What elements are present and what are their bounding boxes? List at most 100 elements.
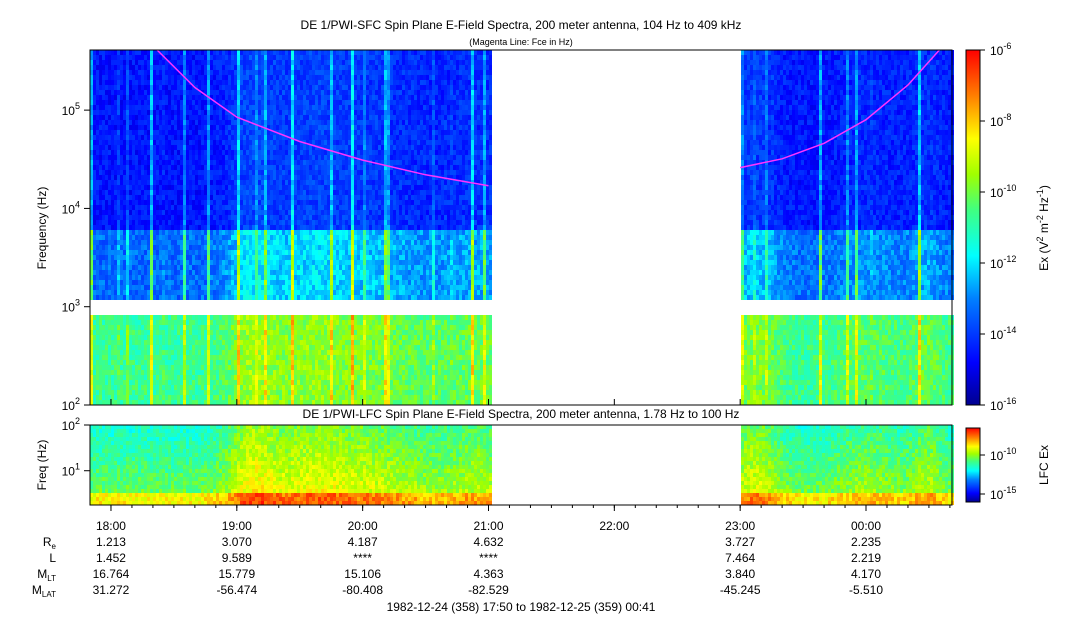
sfc-pixel <box>144 110 147 115</box>
sfc-pixel <box>267 270 270 275</box>
sfc-pixel <box>261 245 264 250</box>
sfc-pixel <box>174 370 177 375</box>
sfc-pixel <box>195 80 198 85</box>
sfc-pixel <box>267 55 270 60</box>
sfc-pixel <box>282 335 285 340</box>
sfc-pixel <box>216 55 219 60</box>
sfc-pixel <box>297 145 300 150</box>
sfc-pixel <box>183 60 186 65</box>
sfc-pixel <box>183 70 186 75</box>
sfc-pixel <box>123 400 126 405</box>
sfc-pixel <box>285 330 288 335</box>
sfc-pixel <box>165 280 168 285</box>
sfc-pixel <box>285 240 288 245</box>
sfc-pixel <box>123 205 126 210</box>
sfc-pixel <box>285 220 288 225</box>
sfc-pixel <box>249 60 252 65</box>
sfc-pixel <box>93 255 96 260</box>
sfc-pixel <box>243 260 246 265</box>
sfc-pixel <box>237 255 240 260</box>
sfc-pixel <box>156 60 159 65</box>
sfc-pixel <box>279 265 282 270</box>
sfc-pixel <box>210 65 213 70</box>
sfc-pixel <box>168 210 171 215</box>
sfc-pixel <box>117 130 120 135</box>
sfc-pixel <box>189 155 192 160</box>
sfc-pixel <box>111 380 114 385</box>
sfc-pixel <box>156 50 159 55</box>
sfc-pixel <box>300 205 303 210</box>
sfc-pixel <box>198 130 201 135</box>
sfc-pixel <box>294 365 297 370</box>
sfc-pixel <box>246 65 249 70</box>
sfc-pixel <box>99 80 102 85</box>
sfc-pixel <box>105 270 108 275</box>
sfc-pixel <box>153 280 156 285</box>
sfc-pixel <box>267 175 270 180</box>
sfc-pixel <box>240 100 243 105</box>
sfc-pixel <box>252 220 255 225</box>
sfc-pixel <box>123 260 126 265</box>
sfc-pixel <box>186 190 189 195</box>
sfc-pixel <box>288 185 291 190</box>
sfc-pixel <box>252 190 255 195</box>
sfc-pixel <box>108 110 111 115</box>
sfc-pixel <box>201 205 204 210</box>
sfc-pixel <box>138 255 141 260</box>
sfc-pixel <box>120 335 123 340</box>
sfc-pixel <box>234 250 237 255</box>
sfc-pixel <box>192 230 195 235</box>
sfc-pixel <box>108 210 111 215</box>
sfc-pixel <box>150 270 153 275</box>
sfc-pixel <box>282 55 285 60</box>
sfc-pixel <box>201 160 204 165</box>
sfc-pixel <box>297 60 300 65</box>
sfc-pixel <box>174 140 177 145</box>
sfc-pixel <box>309 70 312 75</box>
sfc-pixel <box>114 90 117 95</box>
sfc-pixel <box>309 150 312 155</box>
sfc-pixel <box>294 270 297 275</box>
sfc-pixel <box>144 220 147 225</box>
sfc-pixel <box>201 125 204 130</box>
sfc-pixel <box>231 245 234 250</box>
sfc-pixel <box>171 270 174 275</box>
sfc-pixel <box>231 250 234 255</box>
sfc-pixel <box>240 215 243 220</box>
sfc-pixel <box>219 350 222 355</box>
sfc-pixel <box>264 140 267 145</box>
sfc-pixel <box>162 365 165 370</box>
sfc-pixel <box>264 240 267 245</box>
sfc-pixel <box>192 395 195 400</box>
sfc-pixel <box>291 325 294 330</box>
sfc-pixel <box>213 350 216 355</box>
sfc-pixel <box>204 360 207 365</box>
sfc-pixel <box>180 100 183 105</box>
sfc-pixel <box>159 120 162 125</box>
sfc-pixel <box>96 85 99 90</box>
sfc-pixel <box>219 90 222 95</box>
sfc-pixel <box>150 320 153 325</box>
sfc-pixel <box>291 350 294 355</box>
sfc-pixel <box>219 75 222 80</box>
sfc-pixel <box>240 255 243 260</box>
sfc-pixel <box>219 110 222 115</box>
sfc-pixel <box>129 240 132 245</box>
sfc-pixel <box>237 335 240 340</box>
sfc-pixel <box>135 145 138 150</box>
sfc-pixel <box>114 315 117 320</box>
sfc-pixel <box>186 80 189 85</box>
sfc-pixel <box>96 185 99 190</box>
sfc-pixel <box>282 320 285 325</box>
sfc-pixel <box>282 215 285 220</box>
sfc-pixel <box>186 250 189 255</box>
sfc-pixel <box>198 160 201 165</box>
sfc-pixel <box>135 95 138 100</box>
sfc-pixel <box>231 85 234 90</box>
sfc-pixel <box>90 260 93 265</box>
sfc-pixel <box>156 65 159 70</box>
sfc-pixel <box>237 130 240 135</box>
sfc-pixel <box>234 335 237 340</box>
sfc-pixel <box>279 60 282 65</box>
sfc-pixel <box>249 355 252 360</box>
